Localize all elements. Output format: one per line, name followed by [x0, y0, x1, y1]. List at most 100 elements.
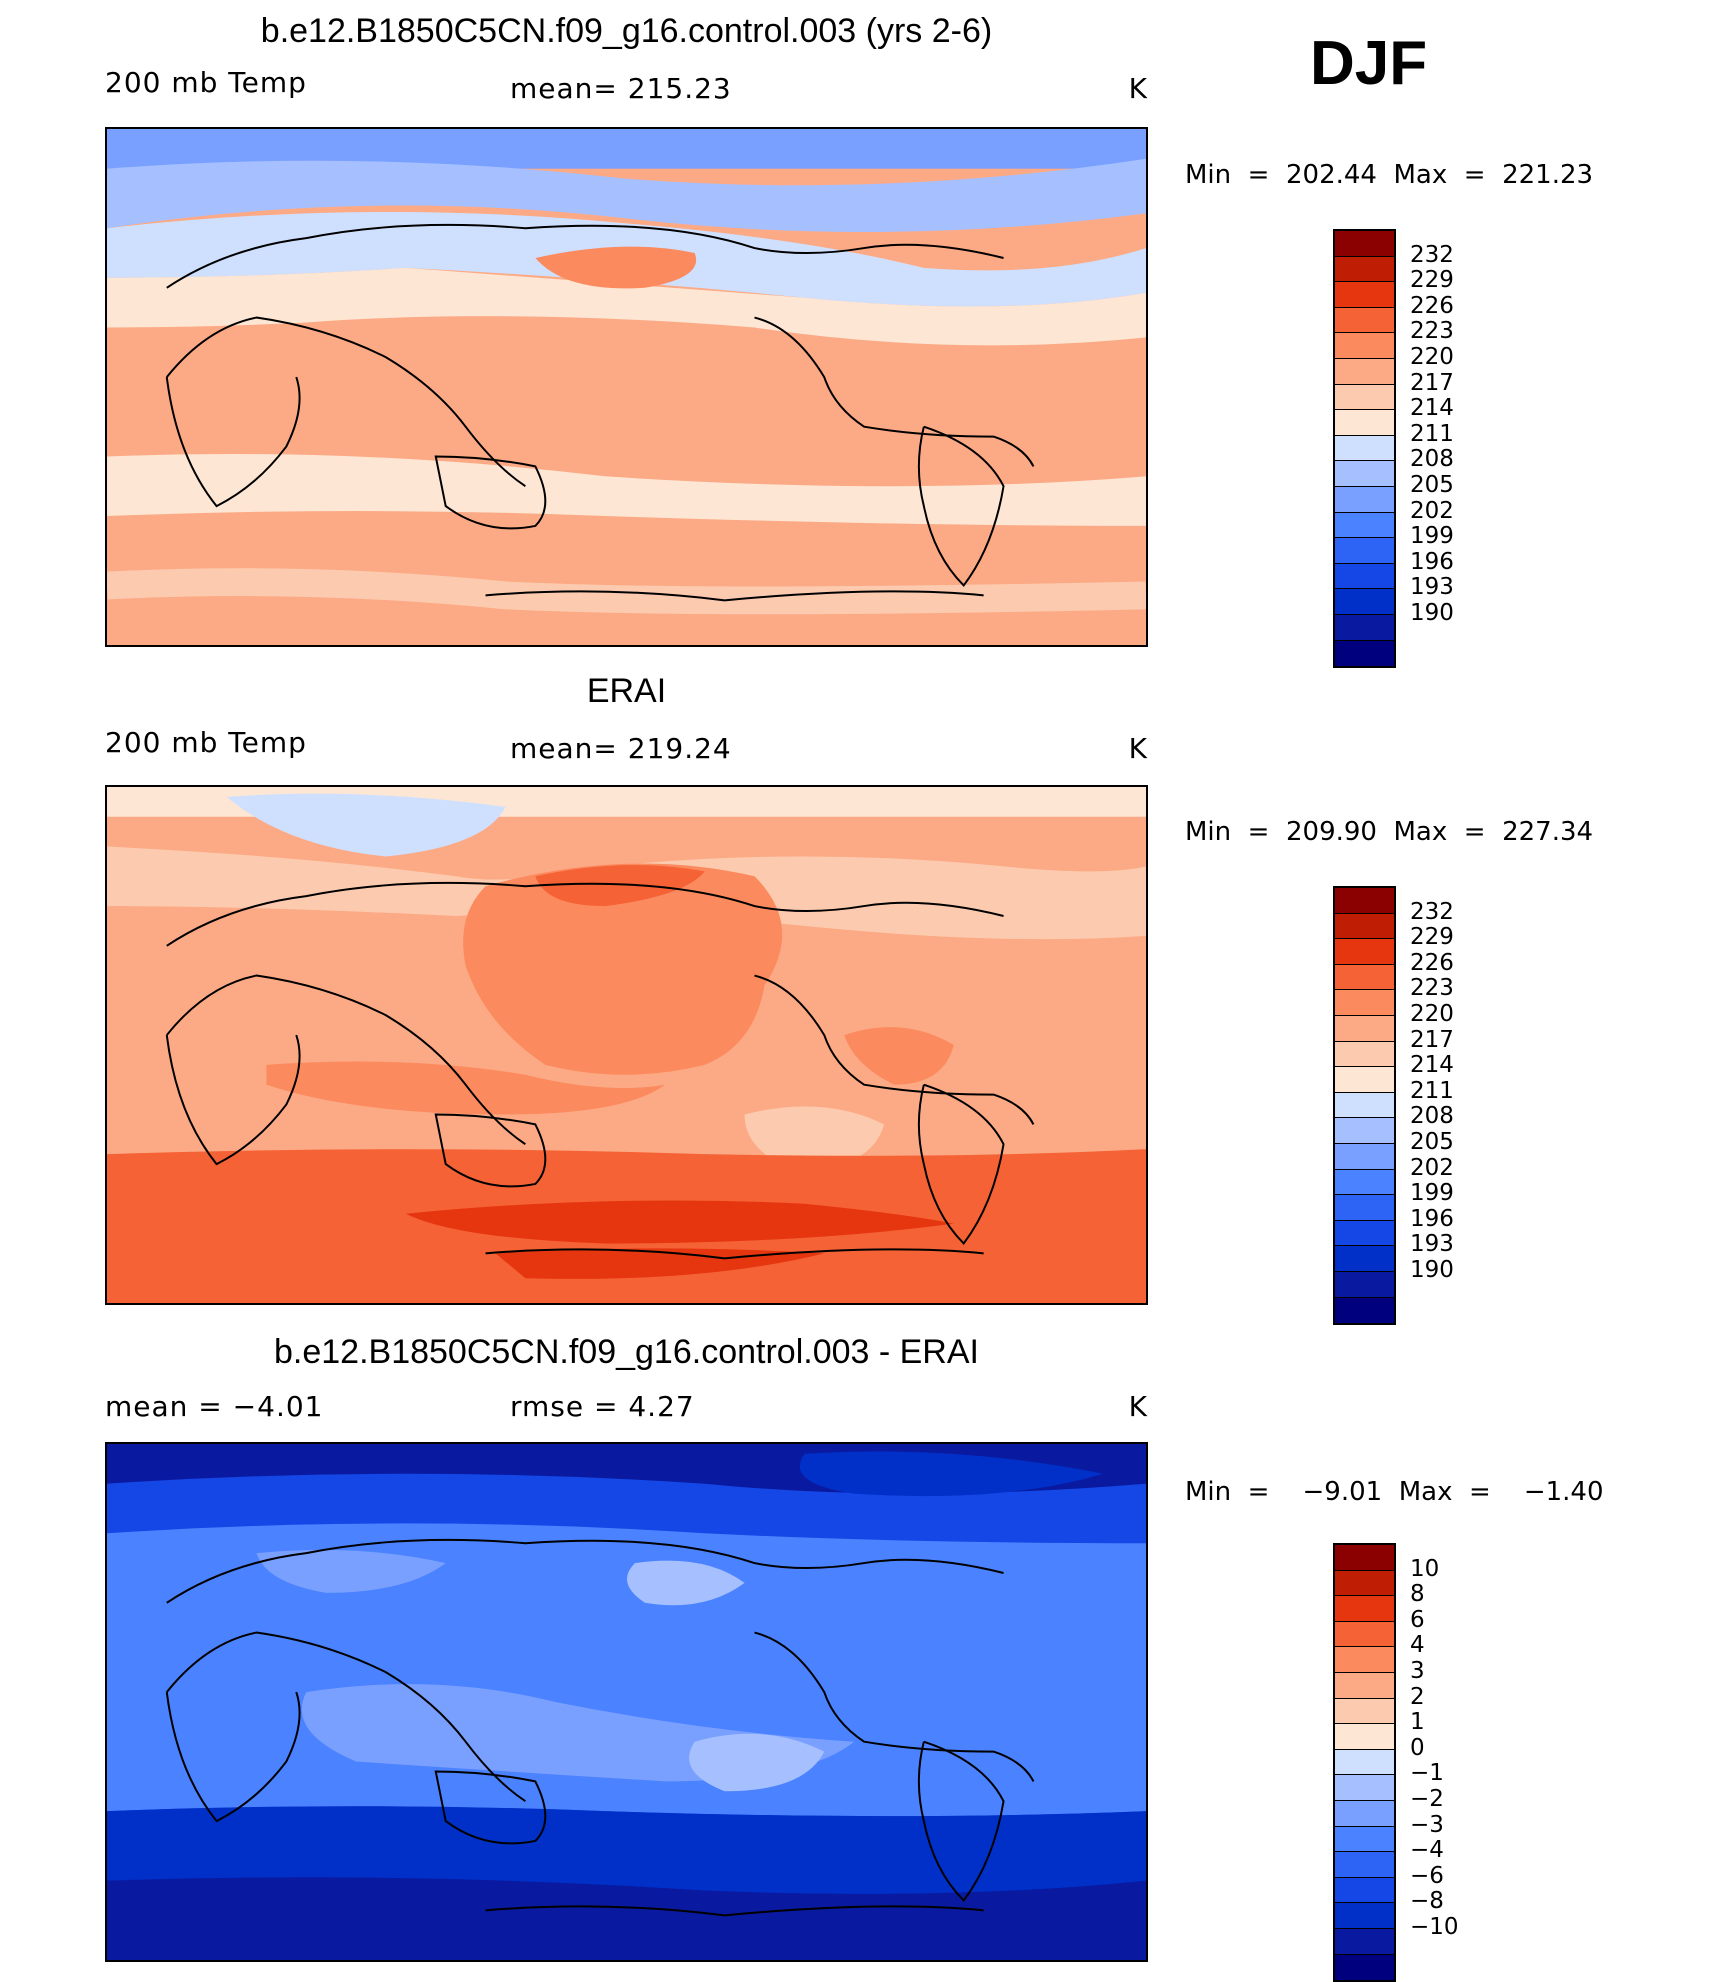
panel-1-mean-label: mean= 215.23 [510, 72, 732, 105]
colorbar-tick-label: 223 [1410, 975, 1454, 1002]
colorbar-tick-label: 217 [1410, 1026, 1454, 1053]
panel-3-colorbar [1333, 1543, 1396, 1982]
colorbar-segment [1335, 1118, 1394, 1144]
colorbar-tick-label: 190 [1410, 1257, 1454, 1283]
colorbar-tick-label: −8 [1410, 1888, 1444, 1915]
colorbar-segment [1335, 1092, 1394, 1119]
colorbar-tick-label: −2 [1410, 1786, 1444, 1812]
colorbar-tick-label: 199 [1410, 523, 1454, 550]
colorbar-segment [1335, 1041, 1394, 1068]
colorbar-segment [1335, 333, 1394, 359]
colorbar-segment [1335, 307, 1394, 334]
colorbar-segment [1335, 640, 1394, 667]
colorbar-segment [1335, 1596, 1394, 1622]
season-label: DJF [1310, 29, 1428, 98]
colorbar-tick-label: 217 [1410, 369, 1454, 396]
colorbar-tick-label: 202 [1410, 1154, 1454, 1181]
colorbar-tick-label: 229 [1410, 924, 1454, 951]
colorbar-segment [1335, 1297, 1394, 1324]
colorbar-segment [1335, 913, 1394, 940]
colorbar-tick-label: 211 [1410, 420, 1454, 447]
colorbar-segment [1335, 512, 1394, 539]
colorbar-segment [1335, 1698, 1394, 1725]
colorbar-segment [1335, 435, 1394, 462]
colorbar-tick-label: 193 [1410, 574, 1454, 601]
colorbar-tick-label: 10 [1410, 1555, 1440, 1582]
panel-1-variable-label: 200 mb Temp [105, 66, 307, 99]
colorbar-segment [1335, 1220, 1394, 1247]
colorbar-segment [1335, 1877, 1394, 1904]
colorbar-segment [1335, 1015, 1394, 1042]
colorbar-tick-label: −6 [1410, 1862, 1444, 1889]
colorbar-segment [1335, 1545, 1394, 1571]
colorbar-segment [1335, 1775, 1394, 1801]
colorbar-tick-label: 226 [1410, 292, 1454, 319]
colorbar-segment [1335, 888, 1394, 914]
colorbar-segment [1335, 256, 1394, 283]
colorbar-segment [1335, 1852, 1394, 1878]
colorbar-tick-label: 214 [1410, 395, 1454, 422]
colorbar-segment [1335, 1903, 1394, 1929]
colorbar-tick-label: 3 [1410, 1658, 1425, 1684]
panel-1-colorbar [1333, 229, 1396, 669]
panel-3-map-svg [107, 1444, 1146, 1960]
colorbar-segment [1335, 1954, 1394, 1981]
colorbar-segment [1335, 1570, 1394, 1597]
colorbar-segment [1335, 1067, 1394, 1093]
colorbar-tick-label: 190 [1410, 600, 1454, 626]
colorbar-segment [1335, 1672, 1394, 1699]
panel-2-variable-label: 200 mb Temp [105, 726, 307, 759]
colorbar-tick-label: 199 [1410, 1180, 1454, 1207]
panel-1-map-svg [107, 129, 1146, 645]
colorbar-segment [1335, 486, 1394, 513]
panel-3-title: b.e12.B1850C5CN.f09_g16.control.003 - ER… [273, 1333, 979, 1371]
colorbar-tick-label: 205 [1410, 472, 1454, 498]
colorbar-segment [1335, 538, 1394, 564]
colorbar-tick-label: 0 [1410, 1734, 1425, 1761]
colorbar-tick-label: 223 [1410, 318, 1454, 345]
colorbar-tick-label: 214 [1410, 1052, 1454, 1079]
panel-2-unit-label: K [1128, 732, 1148, 765]
panel-3-mean-label: mean = −4.01 [105, 1390, 324, 1423]
panel-2-title: ERAI [586, 672, 667, 710]
colorbar-segment [1335, 384, 1394, 411]
panel-1-unit-label: K [1128, 72, 1148, 105]
colorbar-segment [1335, 939, 1394, 965]
colorbar-segment [1335, 1724, 1394, 1750]
colorbar-tick-label: 205 [1410, 1129, 1454, 1155]
colorbar-segment [1335, 231, 1394, 257]
colorbar-segment [1335, 410, 1394, 436]
colorbar-tick-label: −4 [1410, 1837, 1444, 1864]
colorbar-segment [1335, 1195, 1394, 1221]
panel-3-map [105, 1442, 1148, 1962]
panel-2-map [105, 785, 1148, 1305]
colorbar-tick-label: 211 [1410, 1077, 1454, 1104]
colorbar-segment [1335, 614, 1394, 641]
colorbar-tick-label: 196 [1410, 548, 1454, 575]
colorbar-segment [1335, 1246, 1394, 1272]
panel-2-mean-label: mean= 219.24 [510, 732, 732, 765]
panel-3-unit-label: K [1128, 1390, 1148, 1423]
colorbar-segment [1335, 1647, 1394, 1673]
colorbar-tick-label: 2 [1410, 1683, 1425, 1710]
colorbar-tick-label: −10 [1410, 1914, 1459, 1940]
colorbar-segment [1335, 358, 1394, 385]
colorbar-segment [1335, 1169, 1394, 1196]
panel-2-map-svg [107, 787, 1146, 1303]
colorbar-tick-label: 229 [1410, 267, 1454, 294]
colorbar-tick-label: −3 [1410, 1811, 1444, 1838]
panel-1-map [105, 127, 1148, 647]
panel-2-colorbar [1333, 886, 1396, 1326]
colorbar-tick-label: −1 [1410, 1760, 1444, 1787]
colorbar-segment [1335, 1271, 1394, 1298]
panel-3-rmse-label: rmse = 4.27 [510, 1390, 695, 1423]
colorbar-tick-label: 220 [1410, 344, 1454, 370]
colorbar-segment [1335, 990, 1394, 1016]
colorbar-tick-label: 226 [1410, 949, 1454, 976]
colorbar-tick-label: 4 [1410, 1632, 1425, 1659]
colorbar-segment [1335, 1621, 1394, 1648]
colorbar-tick-label: 232 [1410, 241, 1454, 268]
colorbar-segment [1335, 964, 1394, 991]
colorbar-tick-label: 208 [1410, 446, 1454, 473]
colorbar-tick-label: 1 [1410, 1709, 1425, 1736]
